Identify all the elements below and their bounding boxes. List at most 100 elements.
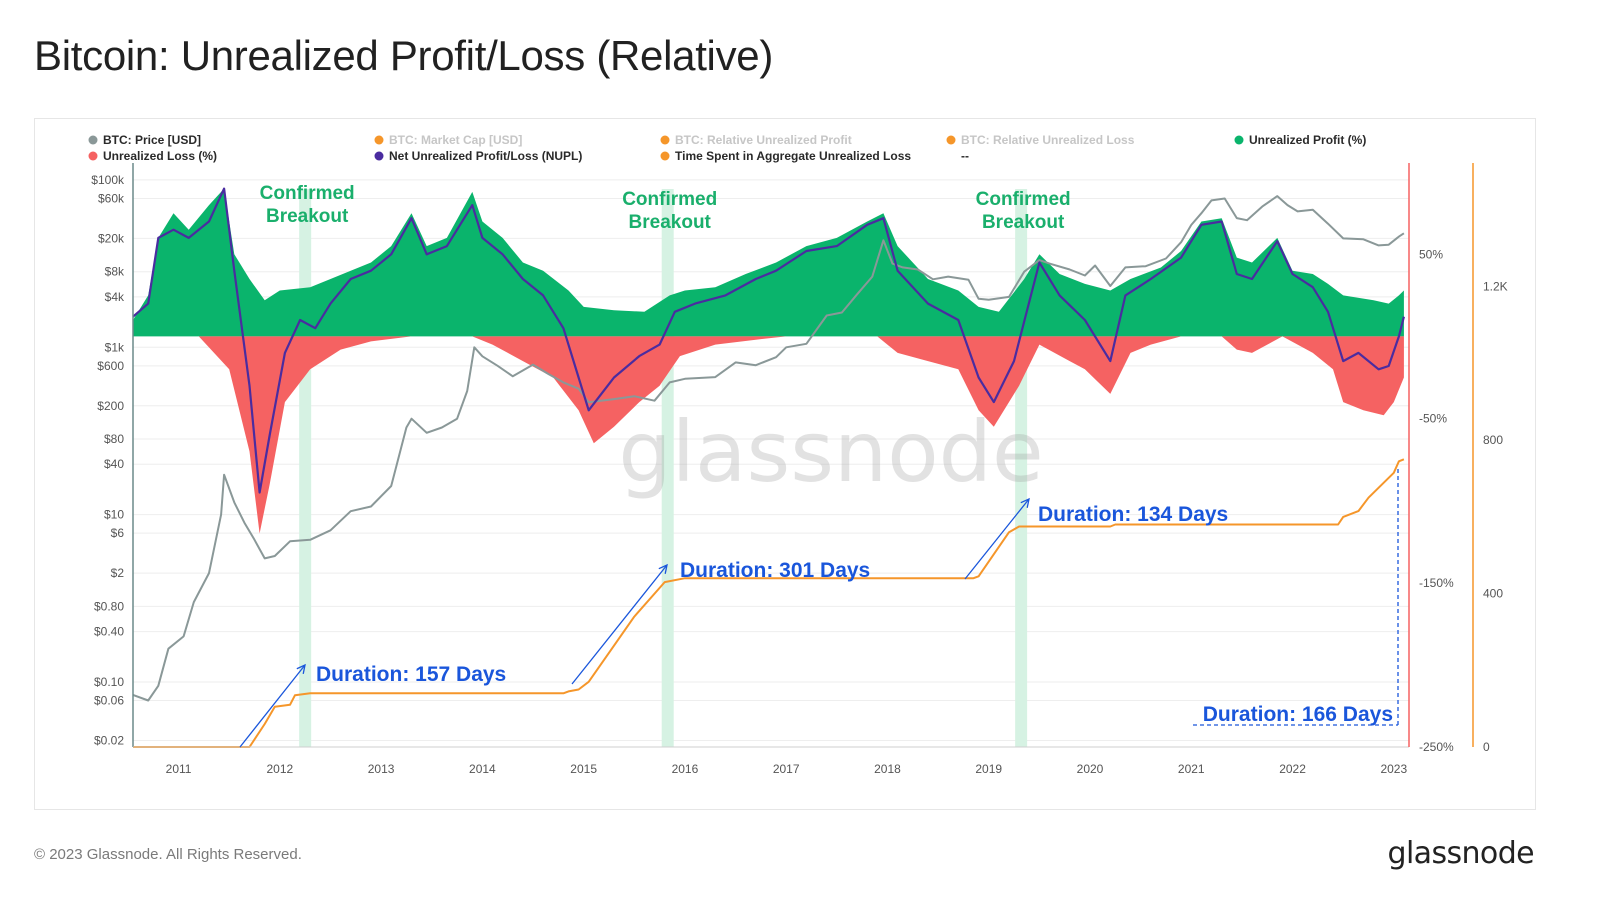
legend-item[interactable]: Net Unrealized Profit/Loss (NUPL)	[374, 149, 583, 163]
legend-label: --	[961, 149, 969, 163]
x-tick-label: 2019	[975, 762, 1002, 776]
x-tick-label: 2022	[1279, 762, 1306, 776]
price-tick-label: $8k	[105, 265, 125, 279]
x-tick-label: 2016	[672, 762, 699, 776]
legend-label: Unrealized Profit (%)	[1249, 133, 1366, 147]
price-tick-label: $80	[104, 432, 124, 446]
x-tick-label: 2021	[1178, 762, 1205, 776]
price-tick-label: $0.80	[94, 599, 124, 613]
x-tick-label: 2014	[469, 762, 496, 776]
footer-copyright: © 2023 Glassnode. All Rights Reserved.	[34, 846, 302, 863]
duration-label-4: Duration: 166 Days	[1203, 703, 1393, 726]
breakout-annotation-line: Breakout	[629, 212, 712, 233]
watermark: glassnode	[618, 403, 1043, 501]
days-tick-label: 1.2K	[1483, 280, 1508, 294]
legend-dot	[660, 135, 670, 145]
duration-label-3: Duration: 134 Days	[1038, 503, 1228, 526]
arrow-head	[658, 563, 668, 574]
price-tick-label: $0.10	[94, 675, 124, 689]
legend-dot	[374, 151, 384, 161]
duration-label-1: Duration: 157 Days	[316, 663, 506, 686]
days-tick-label: 400	[1483, 587, 1503, 601]
legend-dot	[88, 151, 98, 161]
duration-arrow-1	[239, 663, 306, 748]
price-tick-labels: $100k $60k $20k $8k $4k $1k $600 $200 $80 $40 $10 $…	[91, 173, 125, 748]
breakout-annotation-line: Confirmed	[976, 189, 1071, 210]
page-title: Bitcoin: Unrealized Profit/Loss (Relativ…	[34, 32, 774, 79]
price-tick-label: $600	[97, 359, 124, 373]
breakout-annotation-line: Confirmed	[260, 183, 355, 204]
price-tick-label: $0.40	[94, 625, 124, 639]
chart-frame: glassnode $100k $60k $20k $8k $4k $1k $600 $200 $…	[34, 118, 1536, 810]
arrow-shaft	[571, 564, 668, 685]
arrow-head	[1020, 497, 1030, 508]
price-tick-label: $1k	[105, 340, 125, 354]
nupl-line	[132, 187, 1405, 494]
legend-item[interactable]: Unrealized Profit (%)	[1234, 133, 1367, 147]
x-tick-label: 2013	[368, 762, 395, 776]
x-tick-label: 2017	[773, 762, 800, 776]
glassnode-logo[interactable]: glassnode	[1387, 836, 1535, 871]
legend-label: Unrealized Loss (%)	[103, 149, 217, 163]
unrealized-profit-area	[133, 188, 1404, 337]
pct-tick-label: 50%	[1419, 247, 1443, 261]
breakout-annotation-line: Breakout	[266, 206, 349, 227]
unrealized-loss-area	[133, 336, 1404, 534]
legend-dot	[660, 151, 670, 161]
legend-dot	[374, 135, 384, 145]
x-tick-label: 2012	[266, 762, 293, 776]
legend-dot	[1234, 135, 1244, 145]
pct-tick-label: -50%	[1419, 412, 1447, 426]
x-tick-label: 2023	[1380, 762, 1407, 776]
legend: BTC: Price [USD] BTC: Market Cap [USD] BTC…	[88, 133, 1367, 163]
days-tick-label: 800	[1483, 433, 1503, 447]
legend-dot	[88, 135, 98, 145]
legend-item[interactable]: BTC: Price [USD]	[88, 133, 202, 147]
duration-label-2: Duration: 301 Days	[680, 559, 870, 582]
price-tick-label: $0.02	[94, 733, 124, 747]
duration-arrow-2	[571, 563, 668, 685]
price-tick-label: $40	[104, 457, 124, 471]
x-tick-labels: 2011 2012 2013 2014 2015 2016 2017 2018 2019 2020…	[166, 762, 1408, 776]
price-tick-label: $10	[104, 508, 124, 522]
x-tick-label: 2015	[570, 762, 597, 776]
legend-dot	[946, 135, 956, 145]
pct-tick-label: -150%	[1419, 576, 1454, 590]
days-tick-label: 0	[1483, 740, 1490, 754]
breakout-annotation-line: Breakout	[982, 212, 1065, 233]
pct-tick-label: -250%	[1419, 740, 1454, 754]
legend-item[interactable]: BTC: Relative Unrealized Loss	[946, 133, 1135, 147]
legend-item[interactable]: --	[961, 149, 969, 163]
legend-label: BTC: Relative Unrealized Profit	[675, 133, 852, 147]
price-tick-label: $2	[111, 566, 125, 580]
legend-item[interactable]: BTC: Market Cap [USD]	[374, 133, 523, 147]
price-tick-label: $100k	[91, 173, 125, 187]
legend-label: Net Unrealized Profit/Loss (NUPL)	[389, 149, 582, 163]
price-tick-label: $200	[97, 399, 124, 413]
x-tick-label: 2020	[1077, 762, 1104, 776]
arrow-shaft	[239, 664, 306, 748]
breakout-band-1	[299, 189, 312, 747]
duration-arrow-3	[964, 497, 1030, 580]
chart-svg: glassnode$100k$60k$20k$8k$4k$1k$600$200$…	[88, 133, 1508, 776]
legend-label: BTC: Market Cap [USD]	[389, 133, 522, 147]
x-tick-label: 2018	[874, 762, 901, 776]
days-tick-labels: 1.2K 800 400 0	[1483, 280, 1508, 754]
price-tick-label: $4k	[105, 290, 125, 304]
price-tick-label: $0.06	[94, 694, 124, 708]
legend-label: BTC: Relative Unrealized Loss	[961, 133, 1135, 147]
pct-tick-labels: 50% -50% -150% -250%	[1419, 247, 1454, 754]
legend-label: BTC: Price [USD]	[103, 133, 201, 147]
price-tick-label: $60k	[98, 191, 125, 205]
price-tick-label: $6	[111, 526, 125, 540]
breakout-band-3	[1015, 189, 1028, 747]
legend-item[interactable]: Time Spent in Aggregate Unrealized Loss	[660, 149, 912, 163]
legend-item[interactable]: Unrealized Loss (%)	[88, 149, 218, 163]
x-tick-label: 2011	[166, 762, 192, 776]
time-spent-line	[133, 458, 1405, 748]
legend-item[interactable]: BTC: Relative Unrealized Profit	[660, 133, 852, 147]
arrow-shaft	[964, 498, 1030, 580]
legend-label: Time Spent in Aggregate Unrealized Loss	[675, 149, 911, 163]
arrow-head	[296, 663, 306, 674]
price-tick-label: $20k	[98, 231, 125, 245]
